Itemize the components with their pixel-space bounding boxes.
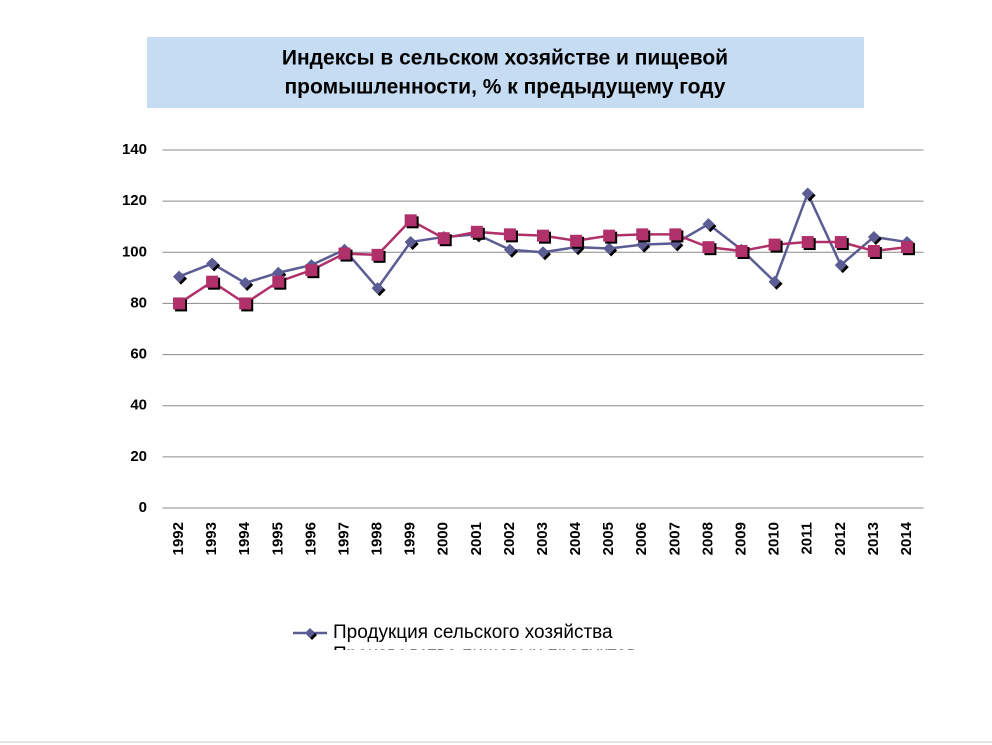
marker [173,270,186,283]
legend: Продукция сельского хозяйстваПроизводств… [293,622,637,665]
y-tick-label: 80 [130,294,147,311]
x-tick-label: 2011 [799,522,816,555]
x-tick-label: 2004 [567,521,584,555]
x-tick-label: 2007 [666,522,683,555]
marker [404,214,417,227]
marker [537,229,549,242]
marker [503,228,516,241]
y-tick-label: 40 [130,397,147,414]
legend-marker [305,650,315,660]
marker [735,245,748,258]
x-tick-label: 2006 [633,522,650,555]
marker [702,218,715,231]
y-tick-label: 140 [122,141,147,158]
x-tick-label: 2010 [766,522,783,555]
chart-title: Индексы в сельском хозяйстве и пищевой [282,47,728,70]
legend-marker [305,628,315,638]
x-tick-label: 2005 [600,522,617,555]
marker [206,275,219,288]
x-tick-label: 2000 [435,522,452,555]
y-tick-label: 0 [139,499,147,516]
marker [900,241,913,254]
title-box [147,37,864,108]
marker [503,243,516,256]
marker [404,236,417,249]
marker [603,229,616,242]
marker [338,247,351,260]
marker [305,264,318,277]
marker [570,234,583,247]
marker [801,187,814,200]
marker-shadow [307,652,317,662]
marker [867,230,880,243]
marker [603,242,616,255]
marker [371,248,384,261]
marker [272,275,285,288]
legend-label: Продукция сельского хозяйства [333,622,613,643]
x-tick-label: 1994 [236,521,253,555]
x-tick-label: 1995 [269,522,286,555]
x-tick-label: 2009 [732,522,749,555]
x-tick-label: 2008 [699,522,716,555]
y-tick-label: 20 [130,448,147,465]
marker [239,297,252,310]
y-tick-label: 60 [130,346,147,363]
marker [371,282,384,295]
legend-label: Производство пищевых продуктов [333,644,637,665]
marker [669,228,682,241]
x-tick-label: 2003 [534,522,551,555]
marker [537,246,549,259]
marker [834,236,847,249]
x-tick-label: 1996 [302,522,319,555]
x-tick-label: 2014 [898,521,915,555]
marker [702,241,715,254]
marker [834,259,847,272]
plot-area: 0 20 40 60 80 100 120 140 1992 1993 1994 1995 1996 19… [122,141,924,555]
marker [768,238,781,251]
x-tick-label: 2002 [501,522,518,555]
marker [801,236,814,249]
x-tick-label: 1998 [369,522,386,555]
y-tick-label: 100 [122,243,147,260]
marker [867,245,880,258]
marker [173,297,186,310]
x-tick-label: 1992 [170,522,187,555]
x-tick-label: 2013 [865,522,882,555]
x-tick-label: 1999 [402,522,419,555]
marker [239,276,252,289]
x-tick-label: 1997 [335,522,352,555]
marker [768,275,781,288]
x-tick-label: 2012 [832,522,849,555]
marker [206,257,219,270]
marker [636,228,649,241]
x-tick-label: 1993 [203,522,220,555]
chart-title: промышленности, % к предыдущему году [285,76,726,99]
y-tick-label: 120 [122,192,147,209]
marker [470,225,483,238]
marker [437,232,450,245]
x-tick-label: 2001 [468,522,485,555]
